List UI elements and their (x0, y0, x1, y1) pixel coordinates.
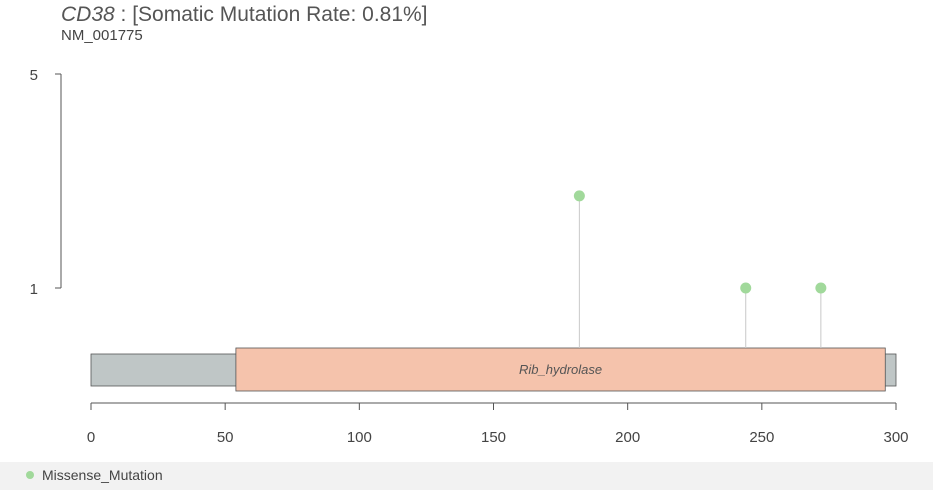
legend-label: Missense_Mutation (42, 467, 163, 483)
lollipop-plot: 1 5 Rib_hydrolase 0 50 100 150 200 250 300 (30, 67, 909, 446)
chart-title-block: CD38 : [Somatic Mutation Rate: 0.81%] NM… (61, 4, 428, 43)
legend-marker (26, 471, 34, 479)
x-tick-label: 150 (481, 429, 506, 446)
x-tick-label: 250 (749, 429, 774, 446)
x-tick-label: 50 (217, 429, 234, 446)
domain-label: Rib_hydrolase (519, 362, 602, 377)
x-tick-label: 200 (615, 429, 640, 446)
legend-item-missense: Missense_Mutation (26, 467, 163, 483)
x-tick-label: 100 (347, 429, 372, 446)
mutation-rate-text: : [Somatic Mutation Rate: 0.81%] (114, 3, 428, 26)
mutation-marker (573, 190, 585, 202)
x-tick-label: 0 (87, 429, 95, 446)
mutation-marker (815, 282, 827, 294)
transcript-id: NM_001775 (61, 27, 143, 44)
chart-title: CD38 : [Somatic Mutation Rate: 0.81%] (61, 4, 428, 25)
mutation-marker (740, 282, 752, 294)
y-tick-label: 1 (30, 281, 38, 298)
x-tick-label: 300 (883, 429, 908, 446)
protein-domain (235, 347, 886, 392)
y-tick-label: 5 (30, 67, 38, 84)
gene-name: CD38 (61, 3, 115, 26)
legend: Missense_Mutation (0, 462, 933, 490)
